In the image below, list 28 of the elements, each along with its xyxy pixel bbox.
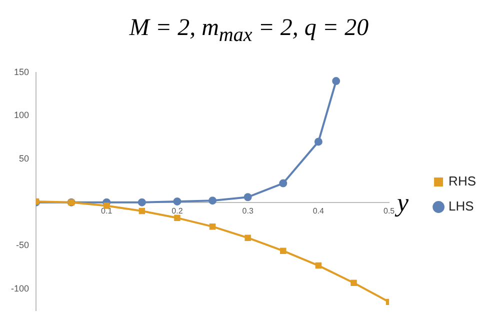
x-tick-label: 0.2 xyxy=(172,206,184,216)
point xyxy=(173,197,182,206)
y-tick-label: -50 xyxy=(16,240,30,250)
point xyxy=(138,198,146,206)
x-tick-label: 0.5 xyxy=(383,206,396,216)
point xyxy=(280,248,286,254)
y-tick-label: 100 xyxy=(14,110,30,120)
x-tick-label: 0.4 xyxy=(312,206,325,216)
point xyxy=(315,262,322,269)
point xyxy=(174,214,180,222)
x-tick-label: 0.3 xyxy=(242,206,254,216)
point xyxy=(138,208,146,214)
y-tick-label: 150 xyxy=(14,66,30,77)
x-axis-title: y xyxy=(394,188,410,218)
chart-title: M = 2, m$_{max}$ = 2, q = 20 xyxy=(128,14,370,48)
x-tick-label: 0.1 xyxy=(101,206,113,216)
point xyxy=(244,193,252,202)
legend-label: LHS xyxy=(448,198,474,214)
point xyxy=(244,234,251,241)
point xyxy=(279,179,288,188)
legend-label: RHS xyxy=(448,174,476,189)
point xyxy=(350,280,357,286)
point xyxy=(208,196,217,205)
point xyxy=(314,138,322,146)
y-tick-label: 50 xyxy=(19,154,30,164)
y-tick-label: -100 xyxy=(11,283,30,294)
point xyxy=(332,77,340,86)
point xyxy=(209,223,216,230)
